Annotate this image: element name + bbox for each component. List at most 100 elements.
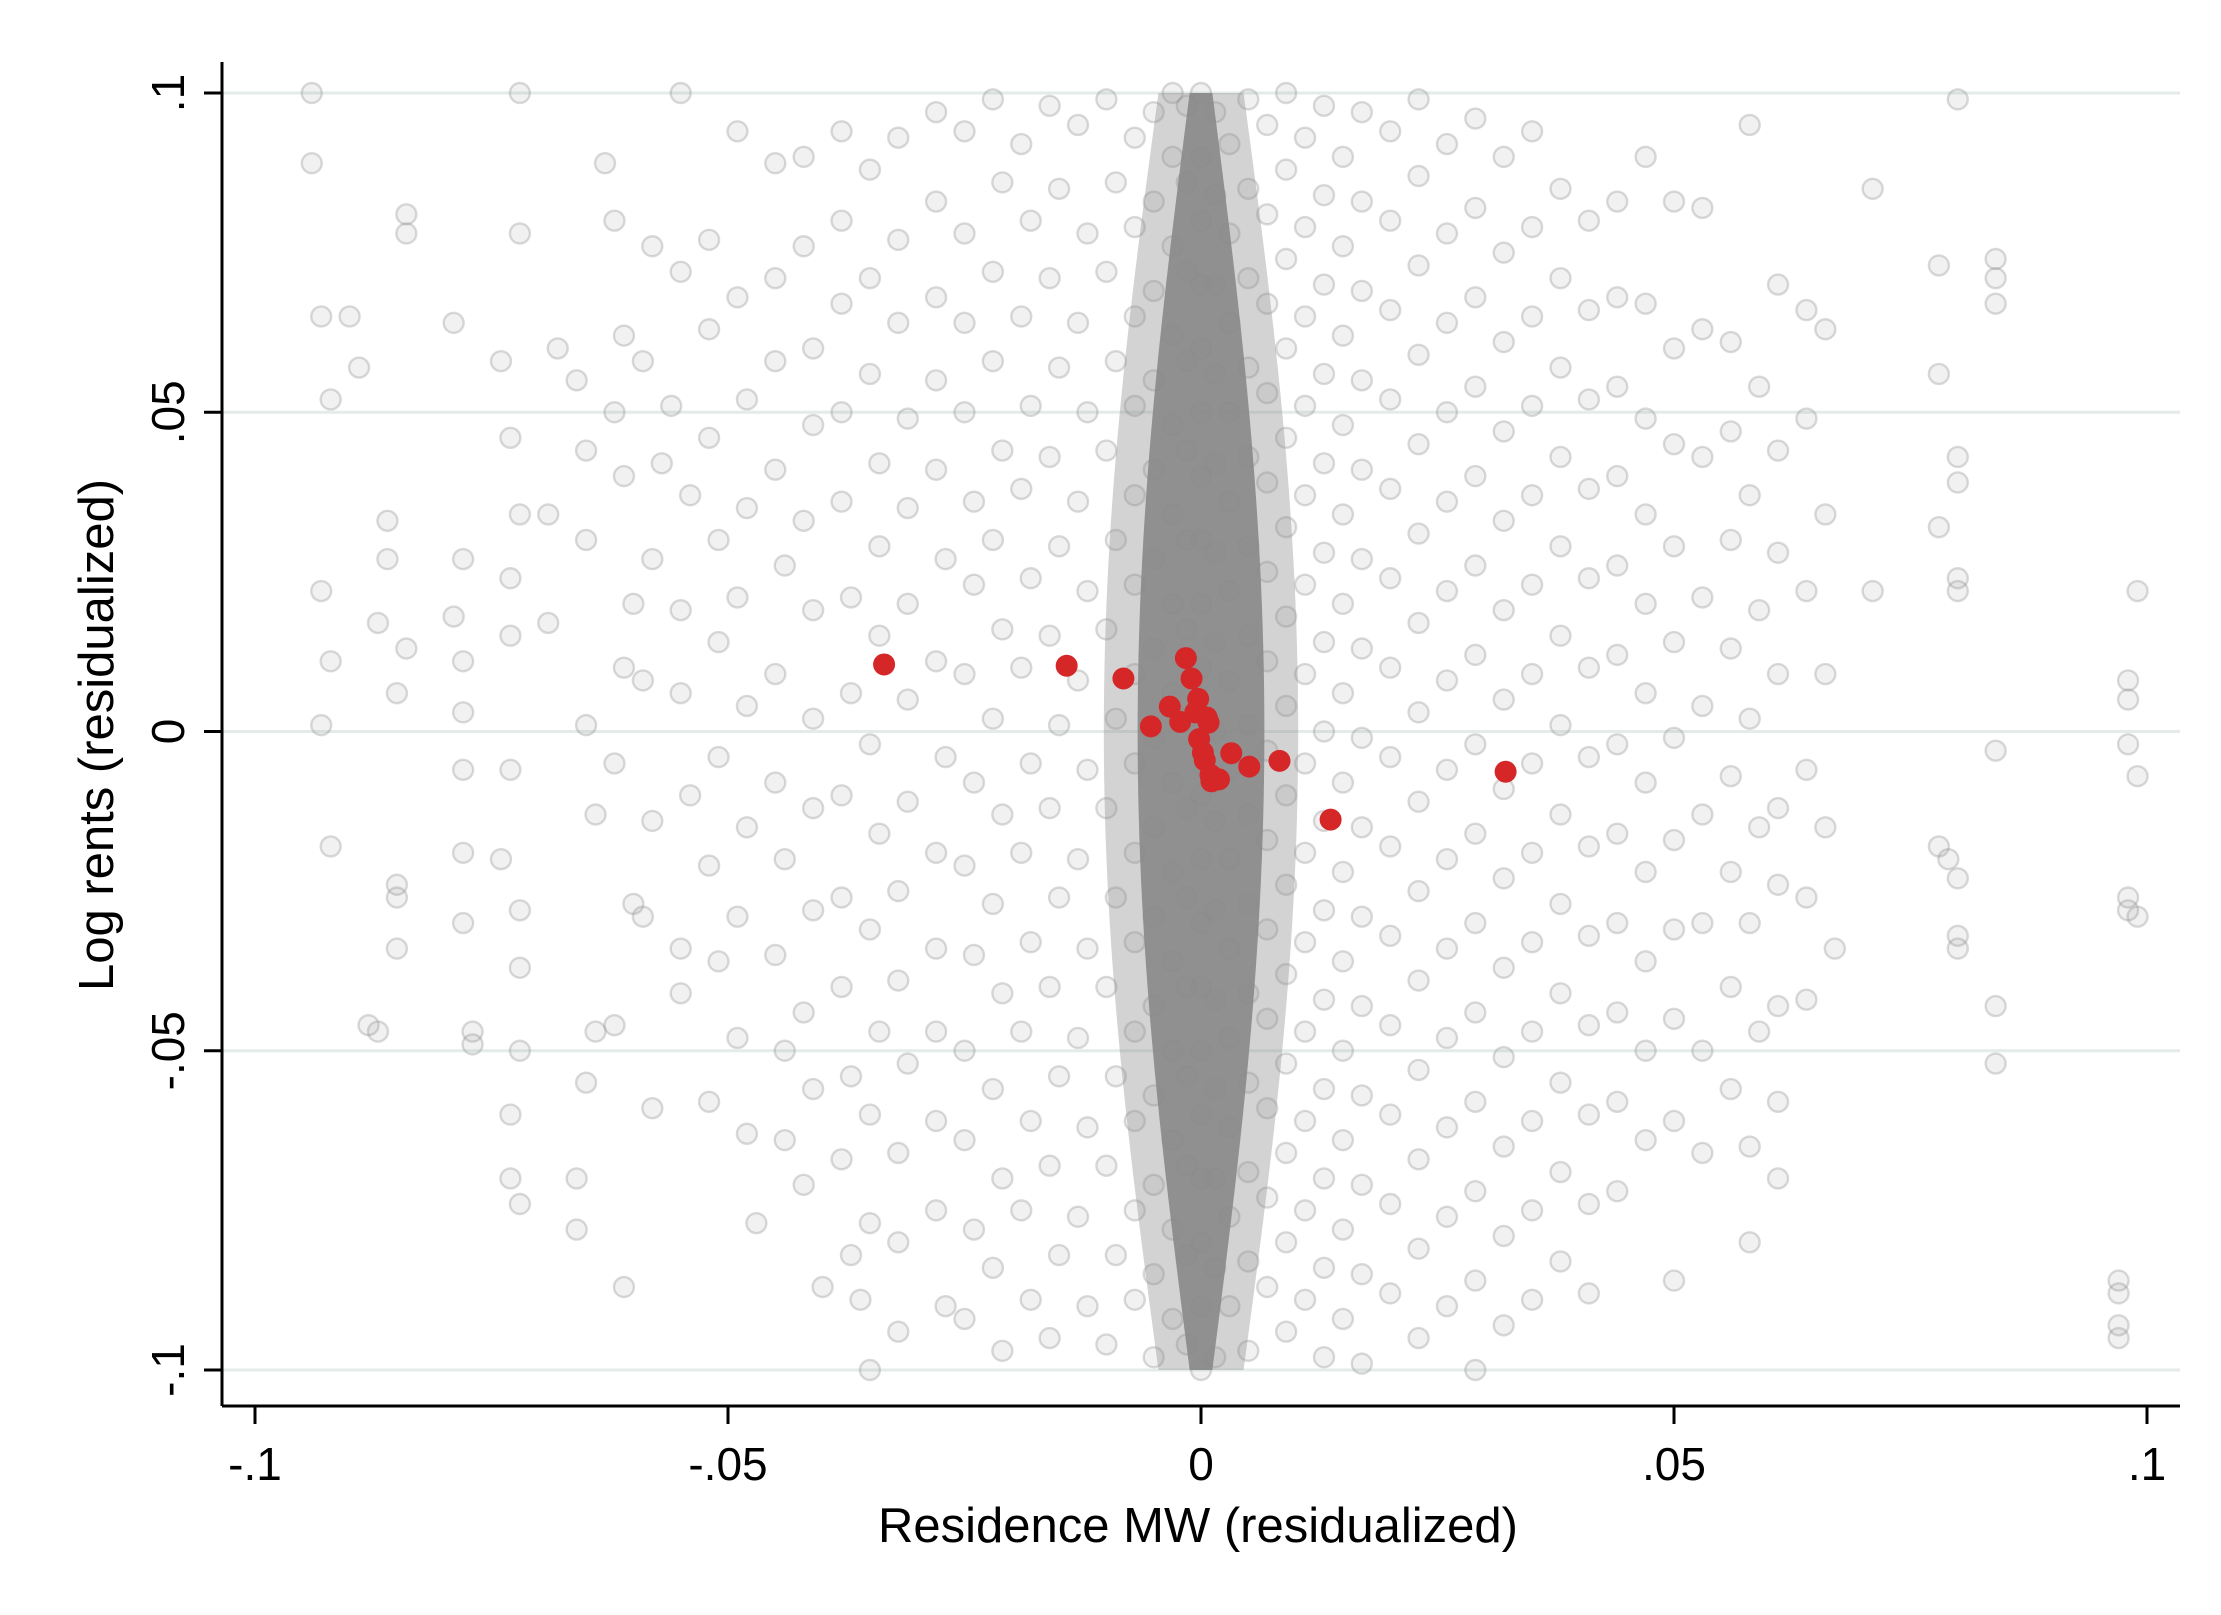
background-point (953, 854, 976, 877)
background-point (991, 982, 1014, 1005)
background-point (924, 1109, 948, 1133)
background-point (1123, 305, 1146, 328)
background-point (1218, 669, 1241, 692)
background-point (2107, 1326, 2130, 1350)
background-point (1407, 1326, 1430, 1350)
background-point (1350, 994, 1374, 1018)
background-point (1274, 337, 1298, 360)
background-point (1123, 484, 1146, 507)
background-point (1293, 1020, 1317, 1043)
background-point (1549, 266, 1572, 290)
background-point (981, 707, 1005, 730)
background-points (300, 81, 2149, 1382)
background-point (508, 1192, 532, 1216)
background-point (981, 892, 1005, 916)
background-point (1293, 662, 1317, 686)
highlight-point (1220, 742, 1243, 765)
background-point (678, 484, 702, 507)
background-point (1123, 1109, 1146, 1133)
background-point (1577, 1282, 1601, 1305)
background-point (1464, 286, 1487, 309)
background-point (2116, 669, 2140, 692)
background-point (1019, 931, 1042, 954)
background-point (1814, 318, 1837, 341)
background-point (953, 120, 976, 143)
background-point (1256, 1007, 1279, 1031)
background-point (1549, 1071, 1572, 1094)
background-point (1927, 835, 1951, 858)
background-point (1937, 848, 1960, 871)
background-point (735, 496, 759, 520)
background-point (1795, 988, 1818, 1011)
background-point (1095, 1154, 1118, 1177)
background-point (1010, 132, 1033, 156)
background-point (924, 650, 948, 673)
y-tick-label: -.05 (142, 1011, 194, 1090)
background-point (1719, 975, 1742, 999)
background-point (1142, 1346, 1165, 1369)
background-point (981, 528, 1005, 552)
background-point (1312, 362, 1336, 386)
background-point (1066, 1205, 1090, 1228)
background-point (1047, 535, 1071, 558)
background-point (1378, 298, 1402, 322)
background-point (1747, 598, 1771, 622)
background-point (1662, 190, 1686, 213)
background-point (1293, 752, 1317, 775)
background-point (1076, 937, 1099, 960)
background-point (1520, 752, 1544, 775)
background-point (981, 349, 1005, 373)
background-point (1691, 1141, 1714, 1165)
background-point (1464, 1180, 1487, 1203)
background-point (1464, 1269, 1487, 1292)
background-point (1019, 1109, 1042, 1133)
background-point (1312, 1167, 1336, 1190)
background-point (1076, 401, 1099, 424)
background-point (1312, 1346, 1336, 1369)
background-point (868, 452, 891, 475)
background-point (1795, 407, 1818, 430)
background-point (1161, 1039, 1184, 1062)
background-point (773, 848, 796, 871)
background-point (1662, 630, 1686, 654)
background-point (1634, 592, 1657, 615)
background-point (1237, 982, 1260, 1005)
background-point (1719, 528, 1742, 552)
background-point (1435, 1026, 1459, 1050)
background-point (1019, 1288, 1042, 1311)
background-point (1095, 439, 1118, 462)
background-point (991, 618, 1014, 641)
background-point (1691, 445, 1714, 469)
highlight-point (1238, 755, 1261, 778)
background-point (1407, 611, 1430, 635)
background-point (1823, 937, 1847, 960)
background-point (376, 547, 399, 571)
background-point (1350, 1173, 1374, 1197)
background-point (1407, 969, 1430, 992)
background-point (451, 547, 475, 571)
background-point (697, 426, 721, 449)
background-point (1520, 841, 1544, 865)
background-point (1256, 828, 1279, 852)
background-point (1492, 1045, 1515, 1069)
background-point (499, 1167, 522, 1190)
background-point (1606, 643, 1629, 667)
background-point (1350, 369, 1374, 392)
background-point (1010, 1020, 1033, 1043)
background-point (697, 318, 721, 341)
background-point (1274, 694, 1298, 718)
background-point (1577, 1192, 1601, 1216)
background-point (1237, 892, 1260, 916)
background-point (792, 1001, 815, 1024)
background-point (1161, 413, 1184, 437)
background-point (1984, 1052, 2007, 1075)
background-point (1407, 701, 1430, 724)
background-point (1435, 132, 1459, 156)
background-point (1464, 464, 1487, 488)
background-point (1795, 758, 1818, 782)
background-point (1435, 222, 1459, 245)
background-point (2126, 764, 2149, 788)
background-point (1435, 311, 1459, 335)
background-point (1435, 579, 1459, 603)
background-point (1492, 241, 1515, 264)
